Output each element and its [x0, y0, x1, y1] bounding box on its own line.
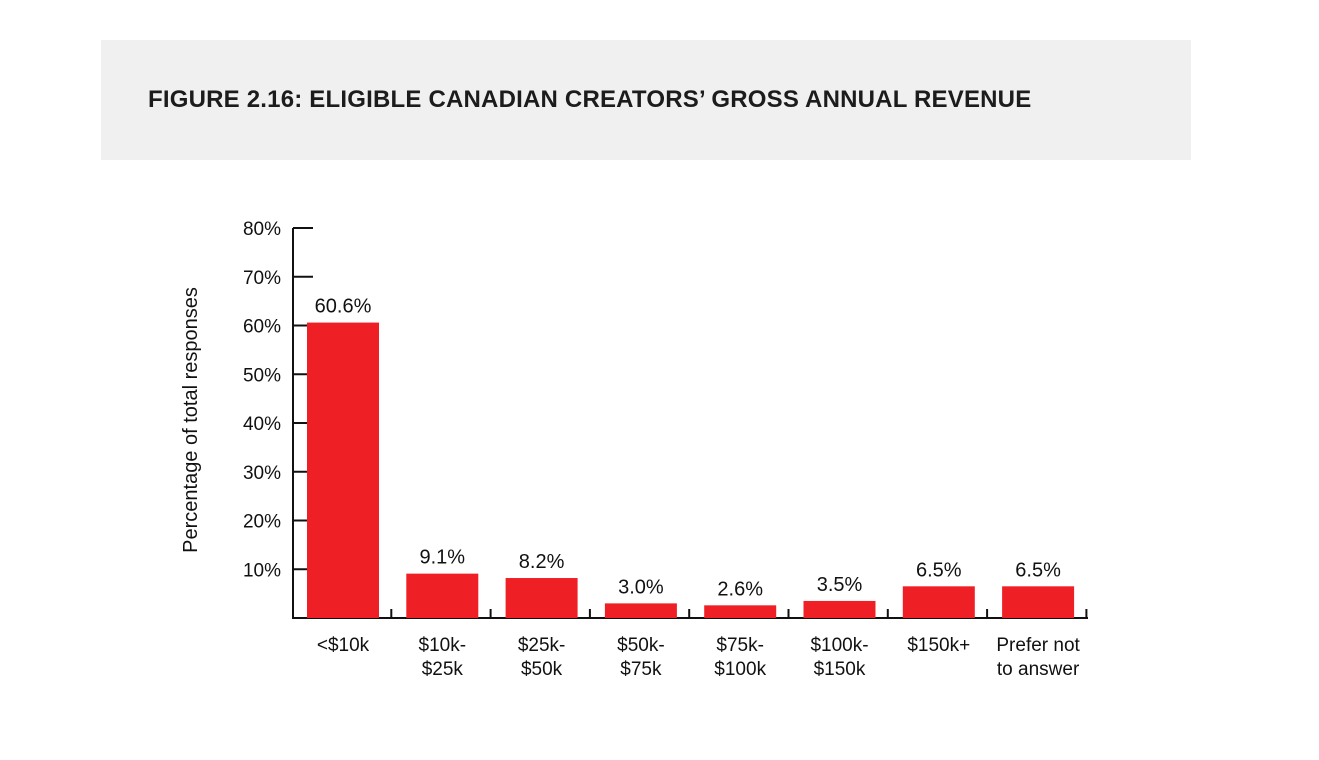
x-category-label: Prefer not to answer: [996, 635, 1080, 680]
bar: [505, 578, 578, 618]
bar-value-label: 3.0%: [618, 576, 664, 598]
x-category-label: $75k-$100k: [714, 635, 766, 680]
x-category-label: <$10k: [317, 635, 370, 656]
y-tick-label: 20%: [243, 512, 281, 533]
bar-value-label: 6.5%: [1015, 559, 1061, 581]
chart-bars: [307, 322, 1075, 618]
chart-labels: 10% 20% 30% 40% 50% 60% 70% 80% 60.6% <$10k 9.1% $1…: [243, 219, 1081, 680]
y-tick-label: 80%: [243, 219, 281, 240]
bar-value-label: 2.6%: [717, 578, 763, 600]
x-category-label: $150k+: [907, 635, 970, 656]
y-tick-label: 30%: [243, 463, 281, 484]
bar: [307, 322, 379, 618]
y-tick-label: 60%: [243, 317, 281, 338]
x-category-label: $50k-$75k: [617, 635, 665, 680]
bar-value-label: 8.2%: [519, 551, 565, 573]
bar: [803, 600, 876, 618]
bar-value-label: 9.1%: [420, 547, 466, 569]
y-tick-label: 70%: [243, 268, 281, 289]
figure-title: FIGURE 2.16: ELIGIBLE CANADIAN CREATORS’…: [148, 86, 1032, 113]
x-category-label: $10k-$25k: [419, 635, 467, 680]
y-axis-label: Percentage of total responses: [180, 287, 202, 553]
bar: [704, 605, 777, 618]
y-tick-label: 10%: [243, 560, 281, 581]
figure-title-band: FIGURE 2.16: ELIGIBLE CANADIAN CREATORS’…: [101, 40, 1191, 160]
bar-value-label: 3.5%: [817, 574, 863, 596]
bar: [902, 586, 975, 618]
bar-value-label: 60.6%: [315, 296, 372, 318]
bar: [604, 603, 677, 618]
bar: [1002, 586, 1075, 618]
x-category-label: $100k-$150k: [810, 635, 868, 680]
y-tick-label: 40%: [243, 414, 281, 435]
bar: [406, 573, 479, 618]
bar-value-label: 6.5%: [916, 559, 962, 581]
y-tick-label: 50%: [243, 365, 281, 386]
chart-axes: [292, 227, 1088, 619]
x-category-label: $25k-$50k: [518, 635, 566, 680]
